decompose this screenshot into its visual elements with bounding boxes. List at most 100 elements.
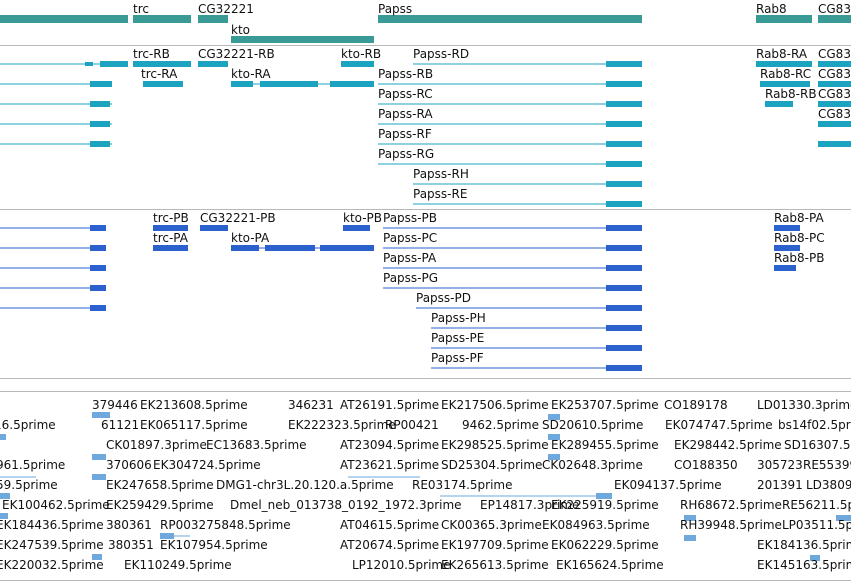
est-label[interactable]: EK298442.5prime bbox=[674, 438, 782, 452]
protein-label[interactable]: CG32221-PB bbox=[200, 211, 276, 225]
protein-label[interactable]: Rab8-PB bbox=[774, 251, 825, 265]
protein-label[interactable]: Papss-PC bbox=[383, 231, 438, 245]
est-label[interactable]: 305723 bbox=[757, 458, 803, 472]
transcript-label[interactable]: trc-RB bbox=[133, 47, 170, 61]
est-label[interactable]: EK222323.5prime bbox=[288, 418, 396, 432]
est-label[interactable]: 370606 bbox=[106, 458, 152, 472]
est-label[interactable]: EK065117.5prime bbox=[140, 418, 248, 432]
protein-label[interactable]: kto-PB bbox=[343, 211, 383, 225]
est-label[interactable]: EK220032.5prime bbox=[0, 558, 104, 572]
est-label[interactable]: EK217506.5prime bbox=[441, 398, 549, 412]
est-label[interactable]: RP00421 bbox=[385, 418, 439, 432]
protein-label[interactable]: trc-PB bbox=[153, 211, 189, 225]
gene-bar-trc-left[interactable] bbox=[0, 15, 128, 23]
est-label[interactable]: Dmel_neb_013738_0192_1972.3prime bbox=[230, 498, 462, 512]
gene-label-cg32221[interactable]: CG32221 bbox=[198, 2, 254, 16]
est-label[interactable]: RH39948.5prime bbox=[680, 518, 782, 532]
protein-label[interactable]: Papss-PA bbox=[383, 251, 437, 265]
transcript-label[interactable]: Papss-RH bbox=[413, 167, 469, 181]
est-label[interactable]: 9462.5prime bbox=[462, 418, 539, 432]
gene-label-rab8[interactable]: Rab8 bbox=[756, 2, 787, 16]
est-label[interactable]: 380351 bbox=[108, 538, 154, 552]
est-label[interactable]: EK165624.5prime bbox=[556, 558, 664, 572]
transcript-label[interactable]: CG83 bbox=[818, 107, 851, 121]
est-label[interactable]: RE03174.5prime bbox=[412, 478, 513, 492]
est-label[interactable]: EK265613.5prime bbox=[441, 558, 549, 572]
est-label[interactable]: bs14f02.5prime bbox=[778, 418, 851, 432]
est-label[interactable]: EK094137.5prime bbox=[614, 478, 722, 492]
transcript-label[interactable]: Rab8-RA bbox=[756, 47, 808, 61]
est-label[interactable]: EK074747.5prime bbox=[665, 418, 773, 432]
est-label[interactable]: CK00365.3prime bbox=[441, 518, 542, 532]
est-label[interactable]: SD20610.5prime bbox=[542, 418, 644, 432]
est-label[interactable]: RE55399.5prime bbox=[803, 458, 851, 472]
est-label[interactable]: AT23621.5prime bbox=[340, 458, 440, 472]
est-label[interactable]: 380361 bbox=[106, 518, 152, 532]
transcript-label[interactable]: Papss-RG bbox=[378, 147, 435, 161]
transcript-label[interactable]: Rab8-RC bbox=[760, 67, 812, 81]
est-label[interactable]: EK247539.5prime bbox=[0, 538, 104, 552]
est-label[interactable]: 346231 bbox=[288, 398, 334, 412]
est-label[interactable]: SD25304.5prime bbox=[441, 458, 543, 472]
protein-label[interactable]: Papss-PE bbox=[431, 331, 485, 345]
est-label[interactable]: AT23094.5prime bbox=[340, 438, 440, 452]
est-label[interactable]: EK259429.5prime bbox=[106, 498, 214, 512]
gene-label-cg83[interactable]: CG83 bbox=[818, 2, 851, 16]
est-label[interactable]: RP003275848.5prime bbox=[160, 518, 291, 532]
est-label[interactable]: 61121 bbox=[101, 418, 140, 432]
est-label[interactable]: 59.5prime bbox=[0, 478, 58, 492]
gene-bar-papss[interactable] bbox=[378, 15, 642, 23]
est-label[interactable]: EK110249.5prime bbox=[124, 558, 232, 572]
est-label[interactable]: EK184136.5prime bbox=[757, 538, 851, 552]
protein-label[interactable]: Rab8-PA bbox=[774, 211, 824, 225]
est-label[interactable]: 201391 bbox=[757, 478, 803, 492]
transcript-label[interactable]: CG83 bbox=[818, 87, 851, 101]
est-label[interactable]: EK289455.5prime bbox=[551, 438, 659, 452]
est-label[interactable]: EK107954.5prime bbox=[160, 538, 268, 552]
transcript-label[interactable]: Papss-RD bbox=[413, 47, 470, 61]
est-label[interactable]: EK062229.5prime bbox=[551, 538, 659, 552]
est-label[interactable]: LP03511.5prime bbox=[782, 518, 851, 532]
protein-label[interactable]: Papss-PG bbox=[383, 271, 439, 285]
est-label[interactable]: EK084963.5prime bbox=[542, 518, 650, 532]
est-label[interactable]: CK01897.3prime bbox=[106, 438, 207, 452]
protein-label[interactable]: Rab8-PC bbox=[774, 231, 825, 245]
est-label[interactable]: 379446 bbox=[92, 398, 138, 412]
transcript-label[interactable]: Papss-RA bbox=[378, 107, 433, 121]
protein-label[interactable]: Papss-PH bbox=[431, 311, 486, 325]
transcript-label[interactable]: Rab8-RB bbox=[765, 87, 817, 101]
gene-bar-kto[interactable] bbox=[231, 36, 374, 43]
est-label[interactable]: RE56211.5prime bbox=[782, 498, 851, 512]
est-label[interactable]: EP14817.3prime bbox=[480, 498, 580, 512]
transcript-label[interactable]: Papss-RF bbox=[378, 127, 432, 141]
protein-label[interactable]: Papss-PD bbox=[416, 291, 471, 305]
transcript-label[interactable]: CG83 bbox=[818, 47, 851, 61]
protein-label[interactable]: Papss-PF bbox=[431, 351, 484, 365]
est-label[interactable]: EK298525.5prime bbox=[441, 438, 549, 452]
est-label[interactable]: EK225919.5prime bbox=[551, 498, 659, 512]
est-label[interactable]: DMG1-chr3L.20.120.a.5prime bbox=[216, 478, 394, 492]
transcript-label[interactable]: Papss-RB bbox=[378, 67, 434, 81]
protein-label[interactable]: kto-PA bbox=[231, 231, 270, 245]
gene-bar-rab8[interactable] bbox=[756, 15, 812, 23]
transcript-label[interactable]: Papss-RC bbox=[378, 87, 433, 101]
est-label[interactable]: LD38093.5prime bbox=[806, 478, 851, 492]
est-label[interactable]: EK304724.5prime bbox=[153, 458, 261, 472]
transcript-label[interactable]: CG32221-RB bbox=[198, 47, 275, 61]
gene-label-kto[interactable]: kto bbox=[231, 23, 250, 37]
protein-label[interactable]: trc-PA bbox=[153, 231, 188, 245]
gene-bar-cg32221[interactable] bbox=[198, 15, 228, 23]
est-label[interactable]: CO189178 bbox=[664, 398, 728, 412]
transcript-label[interactable]: kto-RA bbox=[231, 67, 271, 81]
est-label[interactable]: AT20674.5prime bbox=[340, 538, 440, 552]
est-label[interactable]: EK213608.5prime bbox=[140, 398, 248, 412]
gene-label-papss[interactable]: Papss bbox=[378, 2, 413, 16]
gene-label-trc[interactable]: trc bbox=[133, 2, 149, 16]
transcript-label[interactable]: CG83 bbox=[818, 67, 851, 81]
transcript-label[interactable]: Papss-RE bbox=[413, 187, 468, 201]
est-label[interactable]: LD01330.3prime bbox=[757, 398, 851, 412]
transcript-label[interactable]: kto-RB bbox=[341, 47, 382, 61]
protein-label[interactable]: Papss-PB bbox=[383, 211, 437, 225]
est-label[interactable]: CO188350 bbox=[674, 458, 738, 472]
